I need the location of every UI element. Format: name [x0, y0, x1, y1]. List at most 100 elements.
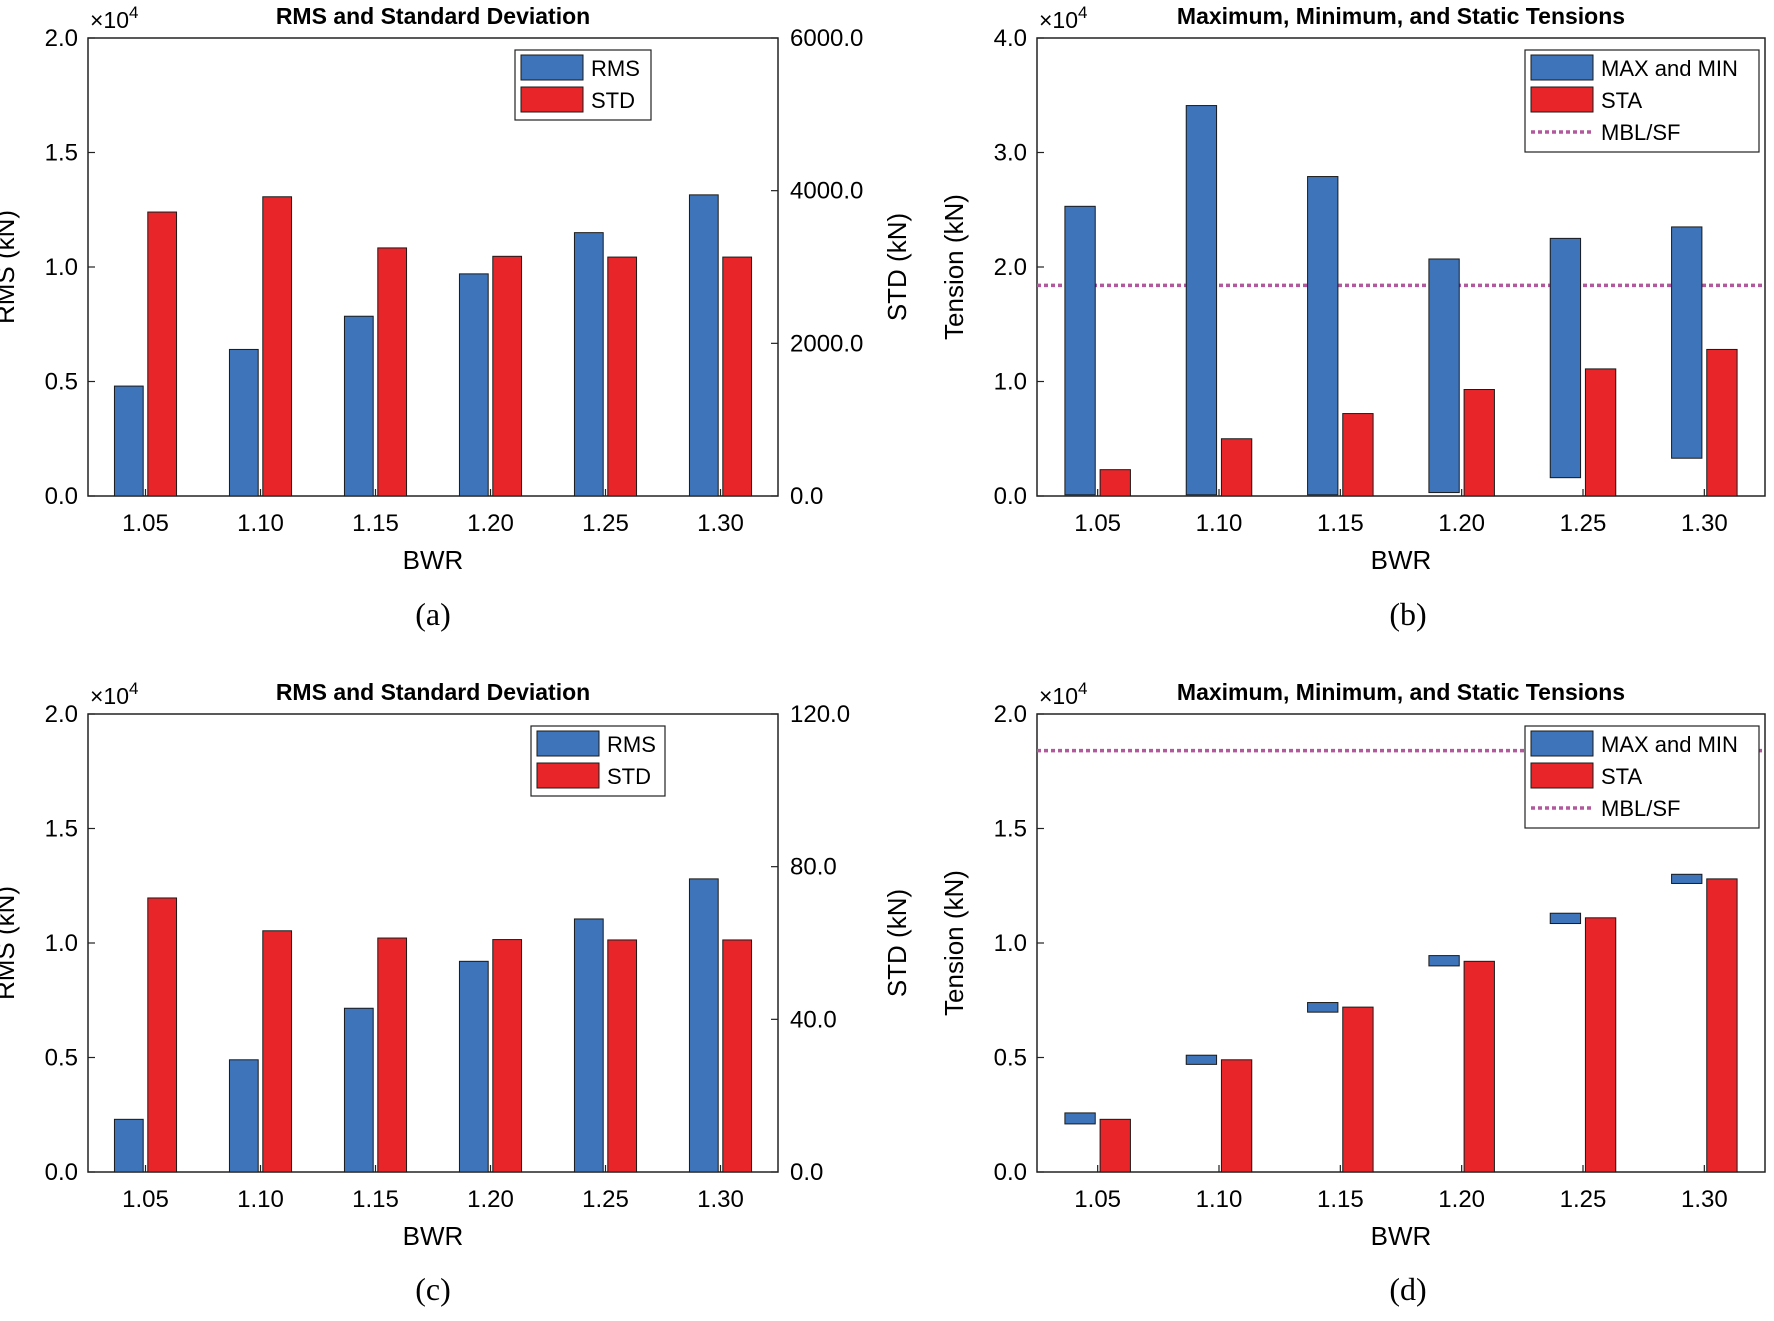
y-tick-label: 0.0 [994, 1159, 1027, 1186]
legend-swatch-rms [536, 730, 600, 757]
y-tick-label: 3.0 [994, 140, 1027, 167]
legend-label: MAX and MIN [1601, 56, 1738, 81]
legend-swatch-max-and-min [1530, 54, 1594, 81]
bar-std-1.25 [607, 939, 638, 1173]
x-tick-label: 1.20 [467, 510, 514, 537]
bar-max-min-1.15 [1307, 1002, 1339, 1013]
y-tick-label: 0.5 [994, 1045, 1027, 1072]
legend-label: STA [1601, 764, 1642, 789]
exponent-power: 4 [129, 679, 138, 698]
bar-rms-1.15 [343, 1007, 374, 1173]
y-tick-label: 2.0 [45, 25, 78, 52]
bar-rms-1.10 [228, 348, 259, 497]
bar-std-1.30 [722, 256, 753, 497]
panel-caption: (b) [1389, 596, 1426, 632]
legend-swatch-std [520, 86, 584, 113]
y-tick-label: 4.0 [994, 25, 1027, 52]
y-axis-label: RMS (kN) [0, 210, 20, 324]
x-tick-label: 1.25 [1560, 1186, 1607, 1213]
bar-max-min-1.25 [1549, 912, 1582, 925]
exponent-base: ×10 [90, 7, 129, 33]
bar-sta-1.25 [1584, 368, 1617, 497]
exponent-base: ×10 [1039, 7, 1078, 33]
legend-swatch-sta [1530, 762, 1594, 789]
chart-title: RMS and Standard Deviation [276, 3, 590, 29]
y2-axis-label: STD (kN) [882, 213, 912, 321]
x-tick-label: 1.25 [1560, 510, 1607, 537]
y-axis-label: Tension (kN) [939, 194, 969, 340]
y-exponent: ×104 [1039, 3, 1087, 33]
bar-sta-1.15 [1342, 1006, 1374, 1173]
y2-tick-label: 80.0 [790, 854, 837, 881]
plot-area [87, 37, 779, 497]
y2-tick-label: 6000.0 [790, 25, 863, 52]
panel-b: 1.05 1.10 1.15 1.20 1.25 1.30 0.0 1.0 2.0 3.0 4.0 ×… [939, 3, 1766, 632]
x-tick-label: 1.25 [582, 1186, 629, 1213]
legend-swatch-std [536, 762, 600, 789]
bar-sta-1.30 [1706, 348, 1738, 497]
plot-area [87, 713, 779, 1173]
bar-max-min-1.30 [1671, 226, 1703, 459]
x-tick-label: 1.25 [582, 510, 629, 537]
chart-title: RMS and Standard Deviation [276, 679, 590, 705]
legend: RMS STD [514, 49, 652, 121]
bar-sta-1.05 [1099, 1118, 1131, 1173]
y2-tick-label: 40.0 [790, 1006, 837, 1033]
bar-max-min-1.20 [1428, 258, 1460, 494]
panel-caption: (a) [415, 596, 451, 632]
bar-std-1.10 [262, 196, 293, 497]
bar-max-min-1.20 [1428, 955, 1460, 967]
bar-sta-1.10 [1220, 1059, 1253, 1173]
y-exponent: ×104 [90, 3, 138, 33]
bar-std-1.20 [492, 939, 523, 1173]
bar-sta-1.05 [1099, 469, 1131, 497]
bar-max-min-1.25 [1549, 237, 1582, 479]
bar-rms-1.20 [458, 273, 489, 497]
panel-a: 1.05 1.10 1.15 1.20 1.25 1.30 0.0 0.5 1.0 1.5 2.0 0… [0, 3, 912, 632]
bar-sta-1.15 [1342, 413, 1374, 497]
x-tick-label: 1.10 [237, 510, 284, 537]
bar-std-1.05 [147, 211, 178, 497]
x-tick-label: 1.05 [122, 1186, 169, 1213]
y-axis-label: RMS (kN) [0, 886, 20, 1000]
x-tick-label: 1.05 [1074, 1186, 1121, 1213]
x-tick-label: 1.15 [1317, 1186, 1364, 1213]
panel-c: 1.05 1.10 1.15 1.20 1.25 1.30 0.0 0.5 1.0 1.5 2.0 0… [0, 679, 912, 1307]
x-tick-label: 1.20 [467, 1186, 514, 1213]
y-tick-label: 0.5 [45, 369, 78, 396]
bar-std-1.05 [147, 897, 178, 1173]
x-tick-label: 1.30 [697, 1186, 744, 1213]
exponent-base: ×10 [90, 683, 129, 709]
bar-sta-1.10 [1220, 438, 1253, 497]
bar-std-1.25 [607, 256, 638, 497]
legend-label: STD [607, 764, 651, 789]
bar-rms-1.10 [228, 1059, 259, 1173]
bar-rms-1.05 [113, 1118, 144, 1173]
legend-label: MAX and MIN [1601, 732, 1738, 757]
y-tick-label: 0.0 [45, 1159, 78, 1186]
bar-std-1.30 [722, 939, 753, 1173]
legend-label: STD [591, 88, 635, 113]
bar-std-1.15 [377, 937, 408, 1173]
x-tick-label: 1.30 [1681, 1186, 1728, 1213]
bar-max-min-1.05 [1064, 1112, 1096, 1125]
y2-tick-label: 2000.0 [790, 330, 863, 357]
y-tick-label: 0.0 [994, 483, 1027, 510]
exponent-power: 4 [1078, 679, 1087, 698]
y-tick-label: 1.5 [994, 816, 1027, 843]
legend: MAX and MIN STA MBL/SF [1524, 49, 1760, 153]
x-axis-label: BWR [1371, 545, 1432, 575]
panel-d: 1.05 1.10 1.15 1.20 1.25 1.30 0.0 0.5 1.0 1.5 2.0 ×… [939, 679, 1766, 1307]
bar-rms-1.15 [343, 315, 374, 497]
bar-rms-1.25 [573, 232, 604, 497]
bar-sta-1.30 [1706, 878, 1738, 1173]
legend: MAX and MIN STA MBL/SF [1524, 725, 1760, 829]
bar-sta-1.20 [1463, 389, 1495, 497]
bar-rms-1.20 [458, 960, 489, 1173]
y-tick-label: 1.5 [45, 816, 78, 843]
bar-max-min-1.10 [1185, 1054, 1218, 1065]
y-tick-label: 2.0 [45, 701, 78, 728]
x-tick-label: 1.15 [1317, 510, 1364, 537]
bar-std-1.10 [262, 930, 293, 1173]
